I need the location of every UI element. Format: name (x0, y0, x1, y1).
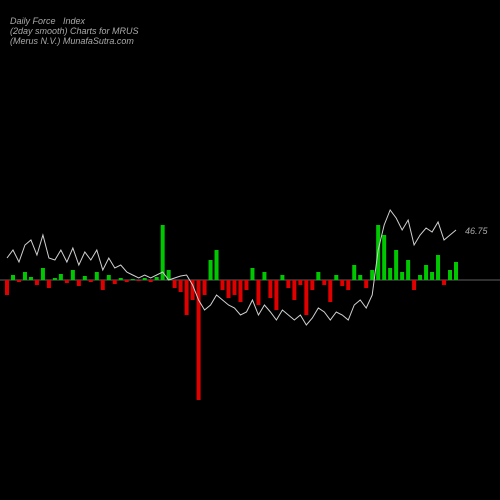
force-bar (107, 275, 111, 280)
force-bar (137, 280, 141, 281)
force-bar (454, 262, 458, 280)
force-bar (358, 275, 362, 280)
force-bar (310, 280, 314, 290)
force-bar (59, 274, 63, 280)
force-bar (17, 280, 21, 282)
chart-svg (0, 0, 500, 500)
force-bar (143, 278, 147, 280)
force-bar (418, 275, 422, 280)
force-bar (41, 268, 45, 280)
force-bar (179, 280, 183, 292)
force-bar (256, 280, 260, 305)
last-value-label: 46.75 (465, 226, 488, 236)
force-bar (53, 278, 57, 280)
force-bar (436, 255, 440, 280)
force-bar (424, 265, 428, 280)
force-bar (113, 280, 117, 284)
force-bar (340, 280, 344, 286)
force-bar (131, 279, 135, 280)
force-bar (400, 272, 404, 280)
force-bar (442, 280, 446, 285)
force-index-bars (5, 225, 458, 400)
chart-container: Daily Force Index (2day smooth) Charts f… (0, 0, 500, 500)
force-bar (215, 250, 219, 280)
force-bar (394, 250, 398, 280)
force-bar (304, 280, 308, 315)
force-bar (286, 280, 290, 288)
force-bar (89, 280, 93, 282)
force-bar (316, 272, 320, 280)
force-bar (250, 268, 254, 280)
force-bar (238, 280, 242, 302)
force-bar (209, 260, 213, 280)
force-bar (71, 270, 75, 280)
force-bar (412, 280, 416, 290)
force-bar (125, 280, 129, 282)
force-bar (65, 280, 69, 283)
force-bar (346, 280, 350, 290)
force-bar (95, 272, 99, 280)
force-bar (430, 272, 434, 280)
force-bar (101, 280, 105, 290)
force-bar (185, 280, 189, 315)
force-bar (298, 280, 302, 285)
force-bar (197, 280, 201, 400)
force-bar (448, 270, 452, 280)
force-bar (406, 260, 410, 280)
force-bar (155, 277, 159, 280)
force-bar (382, 235, 386, 280)
force-bar (322, 280, 326, 285)
force-bar (5, 280, 9, 295)
force-bar (262, 272, 266, 280)
force-bar (274, 280, 278, 310)
force-bar (173, 280, 177, 288)
force-bar (23, 272, 27, 280)
force-bar (221, 280, 225, 290)
force-bar (268, 280, 272, 298)
force-bar (364, 280, 368, 288)
force-bar (352, 265, 356, 280)
force-bar (11, 275, 15, 280)
force-bar (29, 277, 33, 280)
force-bar (83, 276, 87, 280)
force-bar (328, 280, 332, 302)
force-bar (47, 280, 51, 288)
force-bar (233, 280, 237, 295)
force-bar (227, 280, 231, 298)
force-bar (77, 280, 81, 286)
force-bar (203, 280, 207, 295)
force-bar (35, 280, 39, 285)
force-bar (244, 280, 248, 290)
force-bar (280, 275, 284, 280)
force-bar (149, 280, 153, 282)
force-bar (388, 268, 392, 280)
force-bar (292, 280, 296, 300)
force-bar (119, 278, 123, 280)
force-bar (334, 275, 338, 280)
price-line (7, 210, 456, 325)
force-bar (370, 270, 374, 280)
